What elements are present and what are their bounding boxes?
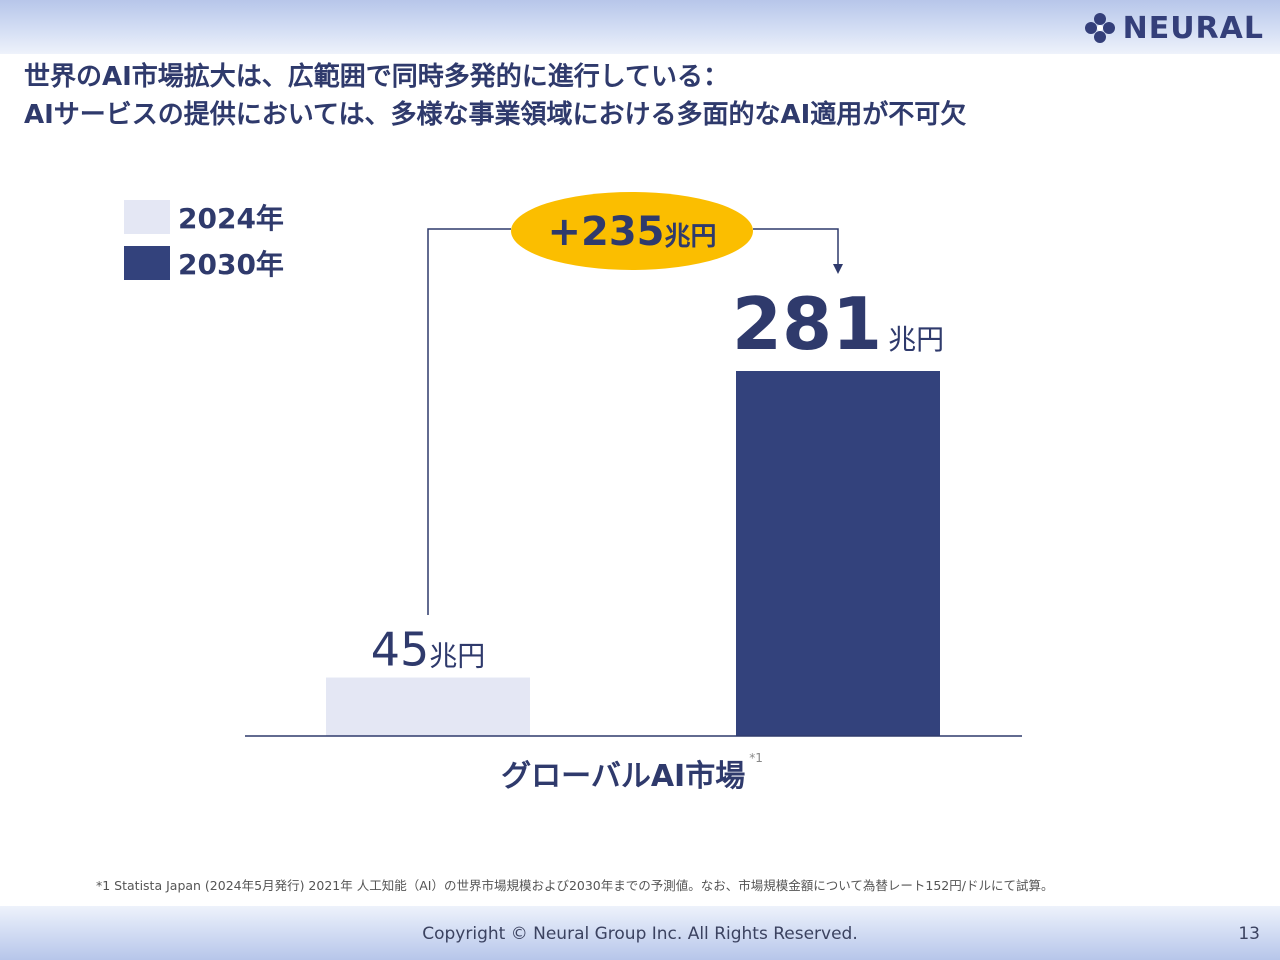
footnote: *1 Statista Japan (2024年5月発行) 2021年 人工知能…: [96, 878, 1054, 893]
header-band: [0, 0, 1280, 54]
delta-unit: 兆円: [665, 222, 717, 252]
data-label-2024-value: 45: [371, 623, 430, 677]
page-number: 13: [1238, 924, 1260, 944]
copyright-text: Copyright © Neural Group Inc. All Rights…: [422, 924, 858, 944]
title-line-1: 世界のAI市場拡大は、広範囲で同時多発的に進行している：: [24, 62, 730, 92]
company-logo: NEURAL: [1083, 10, 1264, 46]
page-title: 世界のAI市場拡大は、広範囲で同時多発的に進行している： AIサービスの提供にお…: [24, 58, 1264, 134]
delta-badge: [511, 192, 753, 270]
connector-line-left: [427, 228, 511, 615]
data-label-2024: 45兆円: [371, 623, 486, 677]
title-line-2: AIサービスの提供においては、多様な事業領域における多面的なAI適用が不可欠: [24, 100, 967, 130]
data-label-2030-unit: 兆円: [888, 323, 944, 356]
chart-legend: 2024年 2030年: [124, 194, 284, 286]
x-axis-label-note: *1: [749, 751, 763, 765]
legend-item-2024: 2024年: [124, 194, 284, 240]
x-axis-label-text: グローバルAI市場: [501, 759, 745, 794]
legend-swatch-2030: [124, 246, 170, 280]
delta-value: +235: [547, 209, 664, 255]
arrow-head-icon: [833, 264, 843, 274]
legend-item-2030: 2030年: [124, 240, 284, 286]
legend-label-2024: 2024年: [178, 202, 284, 235]
logo-text: NEURAL: [1122, 10, 1264, 46]
data-label-2030-value: 281: [732, 282, 882, 366]
bar-2024: [326, 677, 530, 736]
connector-line-right: [753, 228, 839, 264]
data-label-2030: 281 兆円: [732, 282, 944, 366]
legend-label-2030: 2030年: [178, 248, 284, 281]
x-axis-label: グローバルAI市場 *1: [501, 751, 763, 794]
legend-swatch-2024: [124, 200, 170, 234]
data-label-2024-unit: 兆円: [429, 640, 485, 673]
bar-2030: [736, 371, 940, 736]
footer-band: [0, 906, 1280, 960]
delta-label: +235兆円: [547, 209, 716, 255]
neural-logo-icon: [1084, 13, 1115, 43]
